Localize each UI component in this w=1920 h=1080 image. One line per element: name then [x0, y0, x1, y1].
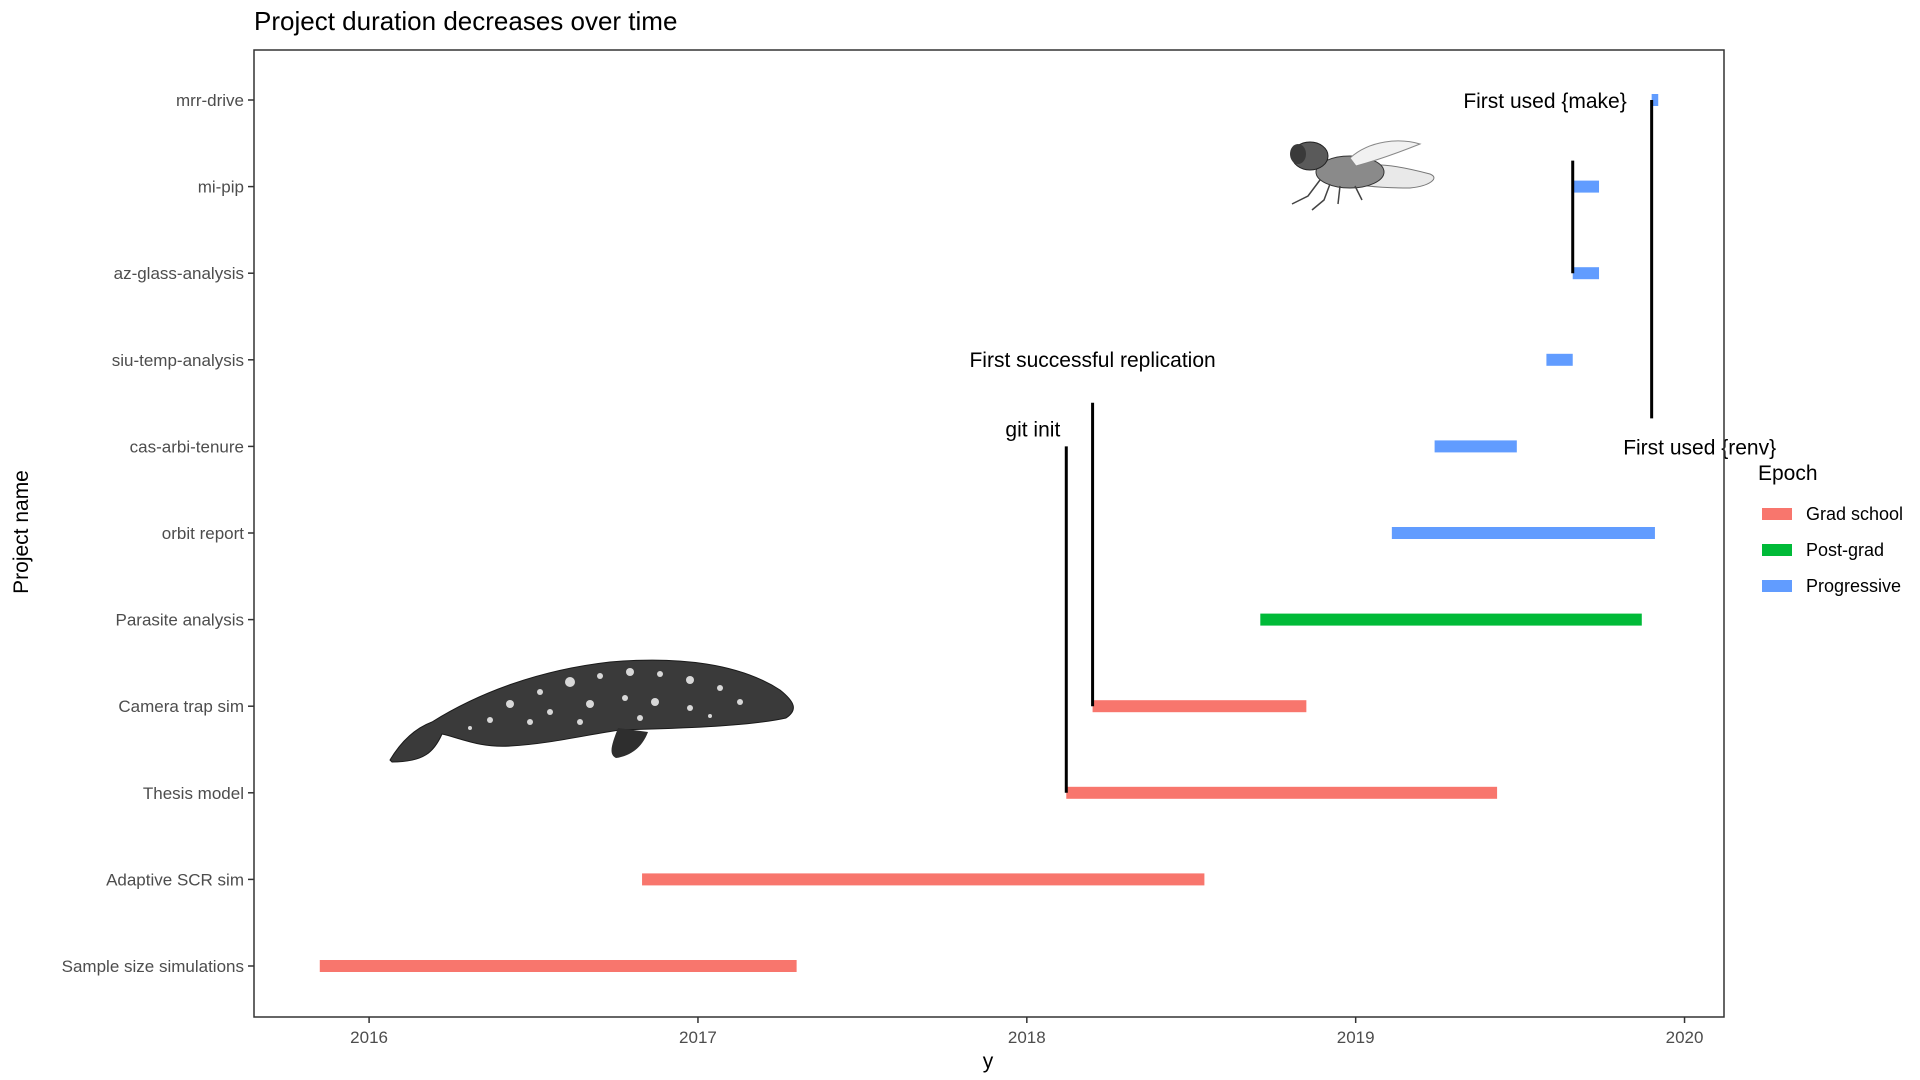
y-tick-label: az-glass-analysis [114, 264, 244, 283]
x-tick-label: 2017 [679, 1028, 717, 1047]
x-axis-label: y [983, 1050, 994, 1073]
x-tick-label: 2018 [1008, 1028, 1046, 1047]
bar-9 [642, 873, 1205, 886]
bar-6 [1260, 613, 1642, 626]
chart-title: Project duration decreases over time [254, 6, 677, 36]
x-tick-label: 2020 [1666, 1028, 1704, 1047]
y-tick-label: Adaptive SCR sim [106, 870, 244, 889]
legend-entry-label: Post-grad [1806, 540, 1884, 560]
x-axis: 2016 2017 2018 2019 2020 [350, 1017, 1703, 1047]
annotation-label: First successful replication [969, 349, 1215, 372]
bar-0 [1651, 94, 1659, 106]
y-tick-label: orbit report [162, 524, 244, 543]
legend: Epoch Grad school Post-grad Progressive [1758, 462, 1903, 596]
y-tick-label: siu-temp-analysis [112, 351, 244, 370]
legend-key [1762, 544, 1792, 556]
bars-layer [319, 94, 1659, 972]
annotation-label: First used {renv} [1623, 436, 1776, 459]
y-tick-label: mrr-drive [176, 91, 244, 110]
legend-key [1762, 508, 1792, 520]
bar-10 [319, 960, 797, 972]
y-axis: mrr-drive mi-pip az-glass-analysis siu-temp… [62, 91, 254, 976]
bar-2 [1572, 267, 1600, 280]
x-tick-label: 2016 [350, 1028, 388, 1047]
y-tick-label: mi-pip [198, 178, 244, 197]
images-layer [389, 140, 1435, 763]
bar-4 [1434, 440, 1517, 453]
x-tick-label: 2019 [1337, 1028, 1375, 1047]
y-tick-label: Camera trap sim [118, 697, 244, 716]
legend-title: Epoch [1758, 462, 1818, 485]
whale-image [389, 659, 794, 763]
legend-entry-label: Grad school [1806, 504, 1903, 524]
bar-7 [1092, 700, 1307, 713]
bar-3 [1546, 353, 1573, 366]
fly-image [1290, 140, 1435, 211]
bar-5 [1391, 527, 1655, 539]
y-tick-label: Parasite analysis [115, 611, 244, 630]
legend-entry-label: Progressive [1806, 576, 1901, 596]
y-tick-label: cas-arbi-tenure [130, 437, 244, 456]
annotations-layer: git init First successful replication Firs… [969, 90, 1776, 793]
bar-8 [1066, 786, 1498, 799]
annotation-label: First used {make} [1463, 90, 1626, 113]
legend-key [1762, 580, 1792, 592]
y-axis-label: Project name [10, 470, 33, 594]
y-tick-label: Sample size simulations [62, 957, 244, 976]
y-tick-label: Thesis model [143, 784, 244, 803]
annotation-label: git init [1005, 418, 1060, 441]
bar-1 [1572, 180, 1600, 193]
